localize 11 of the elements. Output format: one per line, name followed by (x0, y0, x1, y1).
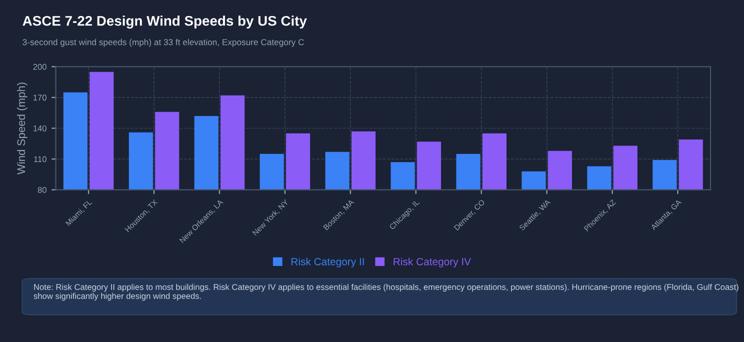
legend-label: Risk Category II (292, 258, 364, 268)
y-tick-label: 170 (34, 94, 46, 101)
chart-title: ASCE 7-22 Design Wind Speeds by US City (22, 16, 307, 29)
y-axis-title: Wind Speed (mph) (16, 82, 28, 175)
y-tick-label: 200 (33, 64, 46, 70)
chart-subtitle: 3-second gust wind speeds (mph) at 33 ft elevation, Exposure Category C (22, 38, 304, 47)
text: Note: Risk Category II applies to most buildings. Risk Category IV applies to essential facilities (hospitals, emergency operations, power stations). Hurricane-prone regions (Florida, Gulf Coast) show significantly higher design wind speeds. (34, 284, 738, 301)
legend-label: Risk Category IV (394, 258, 471, 268)
y-tick-label: 80 (38, 187, 46, 193)
y-tick-label: 140 (34, 125, 46, 132)
y-tick-label: 110 (34, 156, 46, 162)
